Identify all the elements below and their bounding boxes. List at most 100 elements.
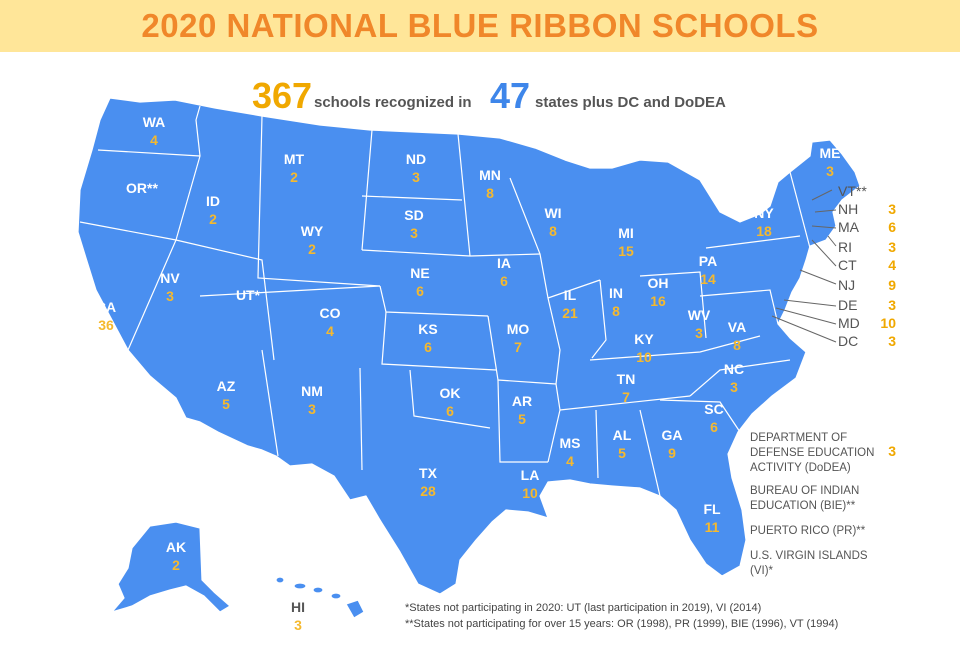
state-count-nv: 3: [166, 288, 174, 304]
state-count-co: 4: [326, 323, 334, 339]
state-abbr-mn: MN: [479, 167, 501, 183]
states-text: states plus DC and DoDEA: [535, 94, 726, 111]
state-abbr-tn: TN: [617, 371, 636, 387]
state-abbr-me: ME: [820, 145, 841, 161]
state-abbr-ne: NE: [410, 265, 429, 281]
state-abbr-wv: WV: [688, 307, 711, 323]
state-count-ia: 6: [500, 273, 508, 289]
state-abbr-va: VA: [728, 319, 746, 335]
state-abbr-id: ID: [206, 193, 220, 209]
state-abbr-tx: TX: [419, 465, 438, 481]
east-state-count-ri: 3: [888, 239, 896, 255]
state-count-sc: 6: [710, 419, 718, 435]
state-count-ky: 10: [636, 349, 652, 365]
state-count-tx: 28: [420, 483, 436, 499]
east-state-abbr-nh: NH: [838, 201, 859, 217]
state-abbr-co: CO: [320, 305, 341, 321]
state-count-ok: 6: [446, 403, 454, 419]
state-abbr-ok: OK: [440, 385, 461, 401]
east-state-abbr-de: DE: [838, 297, 858, 313]
state-abbr-or: OR**: [126, 180, 158, 196]
map-shape: [77, 97, 861, 619]
state-count-nm: 3: [308, 401, 316, 417]
state-count-ca: 36: [98, 317, 114, 333]
east-state-count-de: 3: [888, 297, 896, 313]
state-abbr-nv: NV: [160, 270, 180, 286]
other-entity-count: 3: [888, 443, 896, 459]
state-count-hi: 3: [294, 617, 302, 633]
state-count-ak: 2: [172, 557, 180, 573]
state-abbr-nc: NC: [724, 361, 744, 377]
state-count-ne: 6: [416, 283, 424, 299]
east-state-abbr-ct: CT: [838, 257, 857, 273]
schools-text: schools recognized in: [314, 94, 472, 111]
state-count-fl: 11: [705, 519, 720, 535]
state-abbr-ar: AR: [512, 393, 532, 409]
state-abbr-ut: UT*: [236, 287, 261, 303]
state-abbr-mi: MI: [618, 225, 634, 241]
state-abbr-nd: ND: [406, 151, 426, 167]
state-count-nc: 3: [730, 379, 738, 395]
state-abbr-mt: MT: [284, 151, 305, 167]
state-abbr-ny: NY: [754, 205, 774, 221]
state-count-ga: 9: [668, 445, 676, 461]
state-count-ms: 4: [566, 453, 574, 469]
other-entity-label: BUREAU OF INDIAN EDUCATION (BIE)**: [750, 485, 860, 512]
state-count-va: 8: [733, 337, 741, 353]
state-abbr-ca: CA: [96, 299, 116, 315]
other-entity-label: U.S. VIRGIN ISLANDS (VI)*: [750, 550, 868, 577]
east-connector-lines: [771, 189, 837, 343]
summary-line: 367 schools recognized in 47 states plus…: [0, 72, 960, 120]
state-count-az: 5: [222, 396, 230, 412]
state-count-sd: 3: [410, 225, 418, 241]
east-state-abbr-dc: DC: [838, 333, 859, 349]
east-state-count-dc: 3: [888, 333, 896, 349]
state-abbr-il: IL: [564, 287, 577, 303]
state-count-wa: 4: [150, 132, 158, 148]
state-abbr-ak: AK: [166, 539, 186, 555]
state-count-ar: 5: [518, 411, 526, 427]
other-entity-label: DEPARTMENT OF DEFENSE EDUCATION ACTIVITY…: [750, 432, 875, 474]
state-count-oh: 16: [650, 293, 666, 309]
state-abbr-wy: WY: [301, 223, 324, 239]
title-banner: 2020 NATIONAL BLUE RIBBON SCHOOLS: [0, 0, 960, 52]
state-abbr-pa: PA: [699, 253, 717, 269]
state-abbr-ia: IA: [497, 255, 511, 271]
page-title: 2020 NATIONAL BLUE RIBBON SCHOOLS: [141, 7, 819, 44]
state-count-wy: 2: [308, 241, 316, 257]
other-entity-label: PUERTO RICO (PR)**: [750, 525, 866, 537]
east-state-abbr-md: MD: [838, 315, 860, 331]
state-abbr-sc: SC: [704, 401, 723, 417]
state-count-nd: 3: [412, 169, 420, 185]
state-count-mt: 2: [290, 169, 298, 185]
state-abbr-hi: HI: [291, 599, 305, 615]
state-count-tn: 7: [622, 389, 630, 405]
footnote-1: *States not participating in 2020: UT (l…: [405, 602, 762, 614]
state-abbr-wi: WI: [544, 205, 561, 221]
state-abbr-sd: SD: [404, 207, 423, 223]
east-state-abbr-nj: NJ: [838, 277, 856, 293]
state-abbr-mo: MO: [507, 321, 530, 337]
state-count-mn: 8: [486, 185, 494, 201]
state-abbr-az: AZ: [217, 378, 236, 394]
state-count-id: 2: [209, 211, 217, 227]
state-count-ny: 18: [756, 223, 772, 239]
east-state-count-ct: 4: [888, 257, 896, 273]
east-state-abbr-ri: RI: [838, 239, 852, 255]
state-abbr-wa: WA: [143, 114, 166, 130]
state-abbr-fl: FL: [703, 501, 721, 517]
state-abbr-al: AL: [613, 427, 632, 443]
state-count-mo: 7: [514, 339, 522, 355]
state-count-al: 5: [618, 445, 626, 461]
state-abbr-ky: KY: [634, 331, 654, 347]
east-state-count-nj: 9: [888, 277, 896, 293]
state-count-mi: 15: [618, 243, 634, 259]
east-state-abbr-ma: MA: [838, 219, 859, 235]
state-count-wv: 3: [695, 325, 703, 341]
state-count-wi: 8: [549, 223, 557, 239]
state-count-in: 8: [612, 303, 620, 319]
state-count-me: 3: [826, 163, 834, 179]
state-count-il: 21: [562, 305, 578, 321]
